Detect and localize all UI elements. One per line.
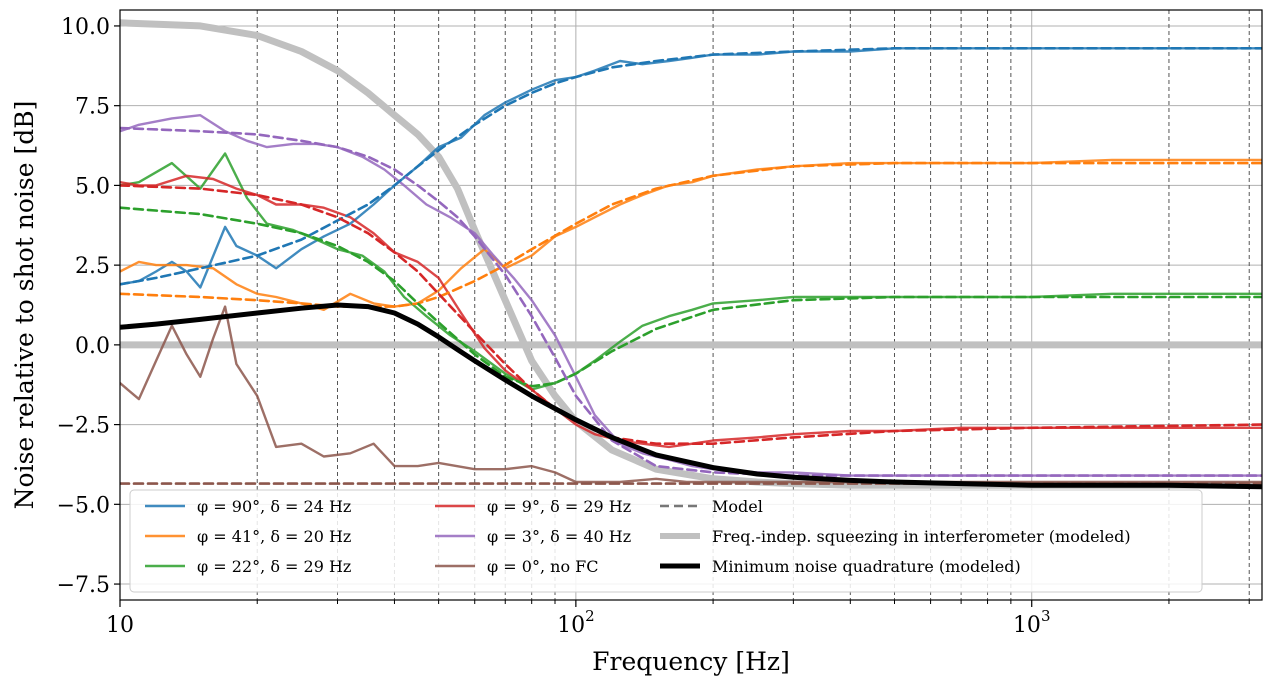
series-lines — [120, 19, 1262, 490]
legend-label: Model — [712, 497, 763, 516]
legend-box — [129, 489, 1203, 593]
x-tick-label: 102 — [557, 607, 595, 638]
series-line-min-quadrature-0 — [120, 302, 1262, 490]
y-tick-label: −7.5 — [57, 573, 110, 598]
series-line-model-3 — [120, 184, 1262, 446]
x-tick-label: 10 — [106, 613, 134, 638]
series-line-model-2 — [120, 206, 1262, 388]
series-line-model-1 — [120, 161, 1262, 308]
y-tick-label: 5.0 — [75, 174, 110, 199]
series-line-model-0 — [120, 46, 1262, 286]
legend-label: Freq.-indep. squeezing in interferometer… — [712, 527, 1131, 546]
y-tick-label: −5.0 — [57, 493, 110, 518]
x-axis-label: Frequency [Hz] — [592, 647, 790, 676]
y-axis-label: Noise relative to shot noise [dB] — [10, 101, 39, 510]
legend-label: φ = 41°, δ = 20 Hz — [197, 527, 351, 546]
legend-label: φ = 3°, δ = 40 Hz — [487, 527, 631, 546]
y-tick-label: 7.5 — [75, 95, 110, 120]
legend: φ = 90°, δ = 24 Hz φ = 41°, δ = 20 Hz φ = … — [129, 489, 1203, 593]
legend-label: φ = 90°, δ = 24 Hz — [197, 497, 351, 516]
legend-label: φ = 0°, no FC — [487, 557, 599, 576]
legend-label: Minimum noise quadrature (modeled) — [712, 557, 1021, 576]
y-tick-label: 0.0 — [75, 334, 110, 359]
y-tick-label: −2.5 — [57, 414, 110, 439]
plot-frame — [119, 9, 1263, 601]
legend-label: φ = 22°, δ = 29 Hz — [197, 557, 351, 576]
y-tick-label: 10.0 — [61, 15, 110, 40]
legend-label: φ = 9°, δ = 29 Hz — [487, 497, 631, 516]
y-tick-label: 2.5 — [75, 254, 110, 279]
series-line-measured-4 — [120, 113, 1262, 477]
series-line-freq-indep-0 — [120, 19, 1262, 489]
x-tick-label: 103 — [1013, 607, 1051, 638]
